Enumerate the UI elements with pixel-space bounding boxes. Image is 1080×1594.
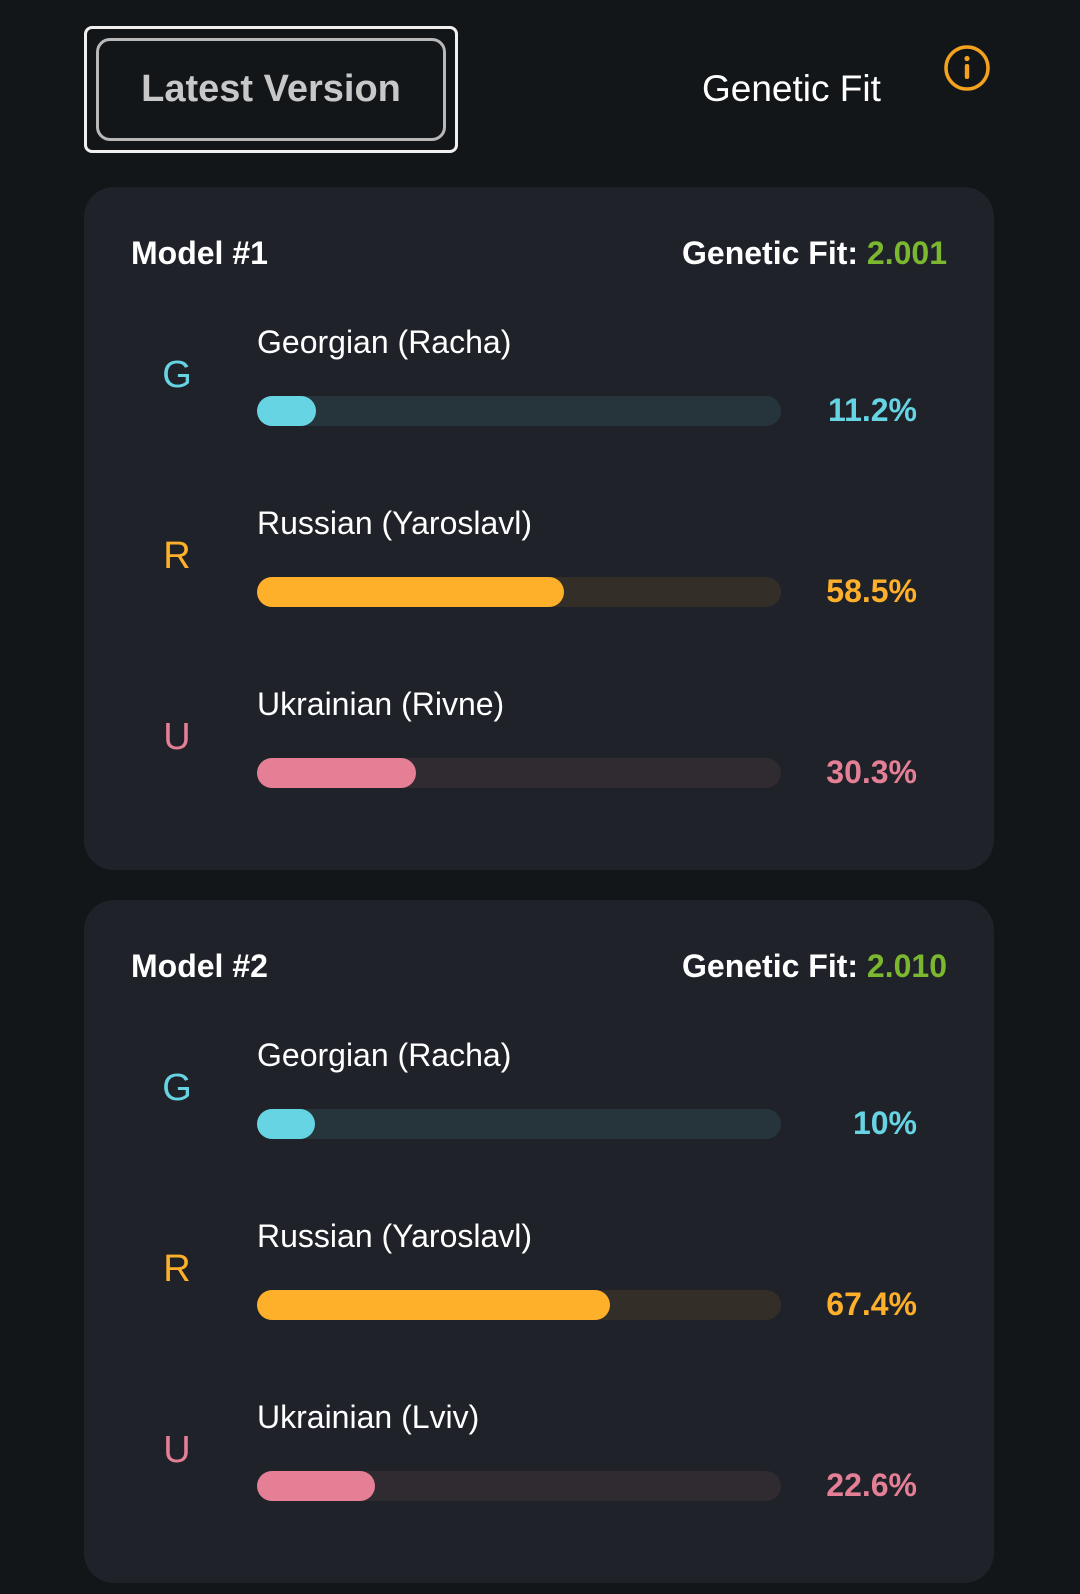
population-row: U Ukrainian (Lviv) 22.6% [84,1399,994,1519]
population-percent: 30.3% [826,754,917,790]
model-card: Model #1 Genetic Fit: 2.001 G Georgian (… [84,187,994,870]
population-percent: 10% [852,1105,917,1141]
population-row: R Russian (Yaroslavl) 58.5% [84,505,994,625]
progress-track [257,1109,781,1139]
population-row: U Ukrainian (Rivne) 30.3% [84,686,994,806]
population-initial: U [163,716,191,758]
population-row: R Russian (Yaroslavl) 67.4% [84,1218,994,1338]
info-circle-icon[interactable] [943,44,991,92]
progress-fill [257,577,564,607]
model-card: Model #2 Genetic Fit: 2.010 G Georgian (… [84,900,994,1583]
genetic-fit-title: Genetic Fit [702,68,881,109]
fit-label: Genetic Fit: [682,235,859,271]
population-label: Russian (Yaroslavl) [257,505,533,541]
population-label: Ukrainian (Lviv) [257,1399,480,1435]
population-row: G Georgian (Racha) 10% [84,1037,994,1157]
population-percent: 58.5% [826,573,917,609]
population-initial: R [163,535,191,577]
latest-version-button[interactable]: Latest Version [84,26,458,153]
model-title: Model #1 [131,235,268,271]
progress-fill [257,1290,611,1320]
population-initial: G [162,354,192,396]
progress-track [257,758,781,788]
fit-value: 2.010 [866,948,947,984]
population-percent: 11.2% [828,392,917,428]
progress-fill [257,396,316,426]
progress-fill [257,1471,376,1501]
population-initial: G [162,1067,192,1109]
population-percent: 67.4% [826,1286,917,1322]
population-label: Georgian (Racha) [257,324,512,360]
progress-fill [257,1109,315,1139]
population-label: Ukrainian (Rivne) [257,686,505,722]
progress-fill [257,758,416,788]
population-initial: R [163,1248,191,1290]
population-label: Russian (Yaroslavl) [257,1218,533,1254]
model-genetic-fit: Genetic Fit: 2.010 [682,948,947,985]
population-label: Georgian (Racha) [257,1037,512,1073]
latest-version-label: Latest Version [96,38,446,141]
progress-track [257,577,781,607]
model-genetic-fit: Genetic Fit: 2.001 [682,235,947,272]
fit-value: 2.001 [866,235,947,271]
model-title: Model #2 [131,948,268,984]
progress-track [257,1471,781,1501]
progress-track [257,1290,781,1320]
population-initial: U [163,1429,191,1471]
fit-label: Genetic Fit: [682,948,859,984]
progress-track [257,396,781,426]
population-percent: 22.6% [826,1467,917,1503]
population-row: G Georgian (Racha) 11.2% [84,324,994,444]
